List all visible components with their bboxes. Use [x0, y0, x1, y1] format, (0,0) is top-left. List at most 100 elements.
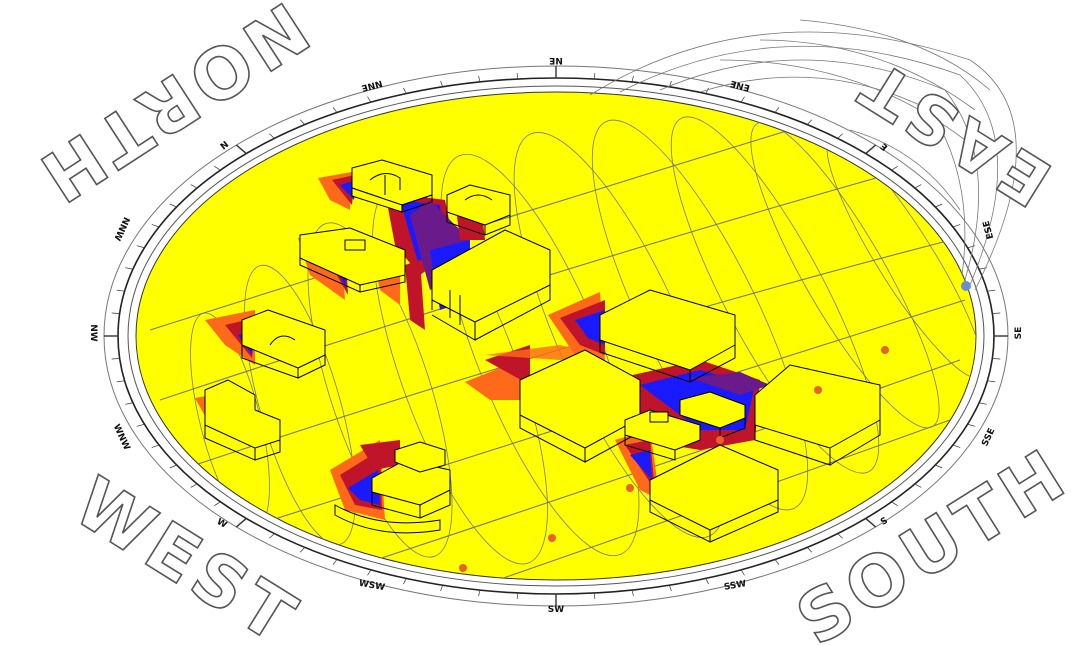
compass-tick	[151, 224, 160, 228]
ring-label-left-4: NNW	[111, 215, 131, 242]
compass-tick	[952, 444, 961, 448]
building-n-4	[431, 229, 551, 341]
ring-label-top-left-1: N	[217, 138, 229, 151]
ring-label-bottom-1: SSW	[723, 579, 747, 593]
compass-tick	[332, 559, 338, 565]
sun-current-marker	[961, 281, 971, 291]
compass-tick	[299, 547, 306, 553]
compass-tick	[935, 203, 943, 208]
building-nw-1	[351, 159, 433, 213]
sun-markers	[459, 281, 971, 572]
compass-tick	[987, 289, 996, 292]
ring-label-left-3: NW	[88, 324, 98, 342]
compass-tick	[214, 166, 221, 171]
compass-tick	[116, 380, 125, 383]
building-w-6	[204, 379, 281, 461]
compass-tick	[669, 585, 672, 592]
compass-tick	[269, 133, 275, 139]
compass-tick	[116, 289, 125, 292]
compass-tick	[914, 483, 922, 488]
compass-tick	[169, 464, 177, 469]
compass-tick	[516, 592, 519, 600]
building-s-10	[649, 444, 779, 543]
building-sw-12	[334, 441, 451, 534]
ring-label-bottom-right: S	[879, 516, 890, 528]
compass-tick	[837, 133, 843, 139]
compass-tick	[478, 75, 481, 82]
compass-tick	[837, 533, 843, 539]
compass-tick	[967, 245, 976, 249]
compass-tick	[891, 166, 898, 171]
ring-label-left-2: WNW	[111, 423, 132, 452]
compass-tick	[774, 107, 780, 113]
compass-tick	[403, 578, 407, 585]
compass-tick	[367, 569, 372, 576]
compass-tick	[299, 119, 306, 125]
compass-tick	[136, 245, 145, 249]
compass-tick	[806, 547, 813, 553]
ring-label-right-3: SSE	[980, 427, 997, 448]
sun-position-marker	[626, 484, 634, 492]
compass-tick	[987, 380, 996, 383]
sun-position-marker	[548, 534, 556, 542]
compass-tick	[235, 517, 247, 528]
sun-position-marker	[716, 436, 724, 444]
ring-label-top-right-2: E	[879, 140, 890, 152]
compass-tick	[705, 87, 709, 94]
buildings	[204, 159, 881, 543]
compass-tick	[593, 72, 596, 80]
sun-position-marker	[881, 346, 889, 354]
compass-tick	[891, 501, 898, 506]
compass-tick	[806, 119, 813, 125]
sun-position-marker	[814, 386, 822, 394]
ring-label-left-1: W	[215, 517, 229, 531]
building-e-8	[599, 289, 736, 383]
compass-tick	[269, 533, 275, 539]
compass-tick	[111, 312, 120, 314]
compass-tick	[136, 423, 145, 427]
compass-tick	[125, 402, 133, 405]
compass-tick	[992, 312, 1001, 314]
compass-tick	[935, 464, 943, 469]
compass-tick	[440, 80, 443, 87]
building-cluster-11	[624, 391, 746, 461]
compass-tick	[914, 184, 922, 189]
compass-tick	[992, 358, 1001, 360]
compass-tick	[631, 75, 634, 82]
compass-tick	[111, 358, 120, 360]
compass-tick	[865, 144, 877, 155]
ring-label-bottom-3: WSW	[358, 579, 386, 593]
compass-tick	[631, 590, 634, 597]
compass-tick	[125, 267, 133, 270]
sky-dome-outer	[589, 19, 1017, 291]
compass-tick	[440, 585, 443, 592]
building-e-9	[754, 364, 881, 466]
compass-tick	[740, 569, 745, 576]
compass-tick	[190, 184, 198, 189]
compass-tick	[705, 578, 709, 585]
ring-label-top: NE	[549, 55, 563, 65]
compass-tick	[151, 444, 160, 448]
compass-tick	[774, 559, 780, 565]
compass-tick	[593, 592, 596, 600]
ring-label-top-left-2: NNE	[360, 77, 383, 92]
compass-tick	[740, 96, 745, 103]
compass-tick	[865, 517, 877, 528]
compass-tick	[403, 87, 407, 94]
compass-tick	[478, 590, 481, 597]
compass-tick	[190, 483, 198, 488]
ring-label-top-right-1: ENE	[729, 78, 751, 93]
compass-tick	[967, 423, 976, 427]
compass-tick	[952, 224, 961, 228]
ring-label-right-2: SE	[1014, 327, 1024, 340]
compass-tick	[367, 96, 372, 103]
compass-tick	[516, 72, 519, 80]
sun-position-marker	[459, 564, 467, 572]
compass-tick	[332, 107, 338, 113]
compass-ticks	[104, 66, 1008, 606]
ring-label-right-1: ESE	[982, 219, 997, 240]
compass-tick	[214, 501, 221, 506]
ring-label-bottom-2: SW	[548, 605, 564, 615]
building-nw-2	[446, 184, 511, 236]
